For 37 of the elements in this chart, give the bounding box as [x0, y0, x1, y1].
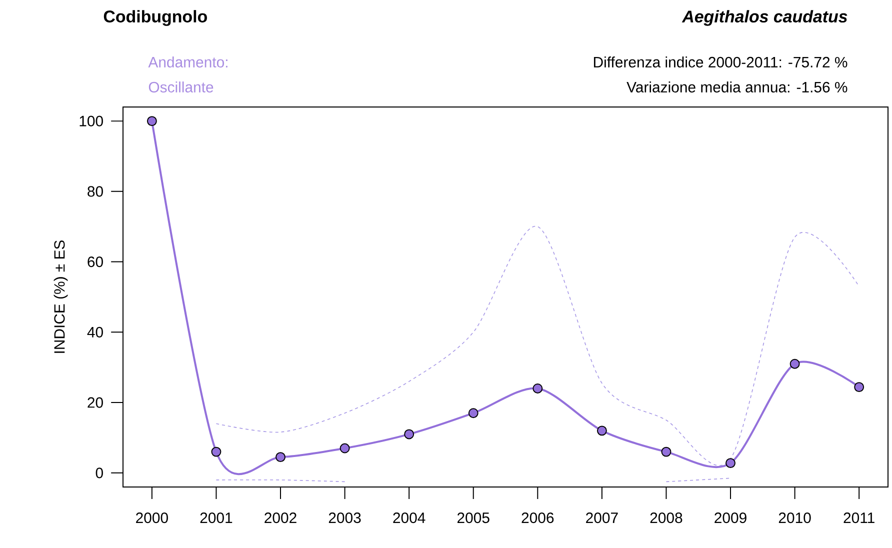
point [340, 443, 350, 454]
y-tick-label: 80 [88, 186, 103, 197]
point [404, 429, 414, 440]
point [596, 426, 607, 436]
x-tick-label: 2001 [200, 512, 232, 524]
y-tick-label: 40 [87, 326, 103, 338]
x-tick-label: 2007 [586, 512, 618, 524]
point [211, 446, 222, 457]
text: Andamento: [148, 56, 228, 68]
point [661, 446, 672, 457]
y-tick-label: 20 [88, 397, 103, 408]
point [726, 458, 736, 468]
chart-subtitle: Aegithalos caudatus [682, 10, 848, 26]
x-tick-label: 2009 [714, 512, 746, 524]
point [276, 452, 286, 462]
point [468, 408, 478, 418]
y-tick-label: 0 [96, 468, 103, 478]
x-tick-label: 2008 [650, 512, 682, 524]
y-tick-label: 100 [80, 116, 103, 126]
x-tick-label: 2006 [522, 512, 554, 524]
point [790, 358, 800, 369]
text: Differenza indice 2000-2011: -75.72 % [594, 56, 848, 68]
y-tick-label: 60 [88, 256, 103, 268]
x-tick-label: 2003 [328, 512, 361, 524]
text: Variazione media annua: -1.56 % [626, 82, 848, 92]
point [146, 116, 157, 126]
x-tick-label: 2000 [136, 512, 168, 524]
text: Oscillante [148, 82, 214, 92]
point [532, 383, 543, 394]
x-tick-label: 2004 [393, 512, 426, 524]
y-axis-title: INDICE (%) ± ES [54, 240, 68, 353]
x-tick-label: 2002 [264, 512, 296, 524]
chart-title: Codibugnolo [104, 10, 207, 26]
point [854, 382, 864, 392]
x-tick-label: 2011 [844, 512, 874, 524]
x-tick-label: 2010 [778, 512, 811, 524]
x-tick-label: 2005 [457, 512, 490, 524]
